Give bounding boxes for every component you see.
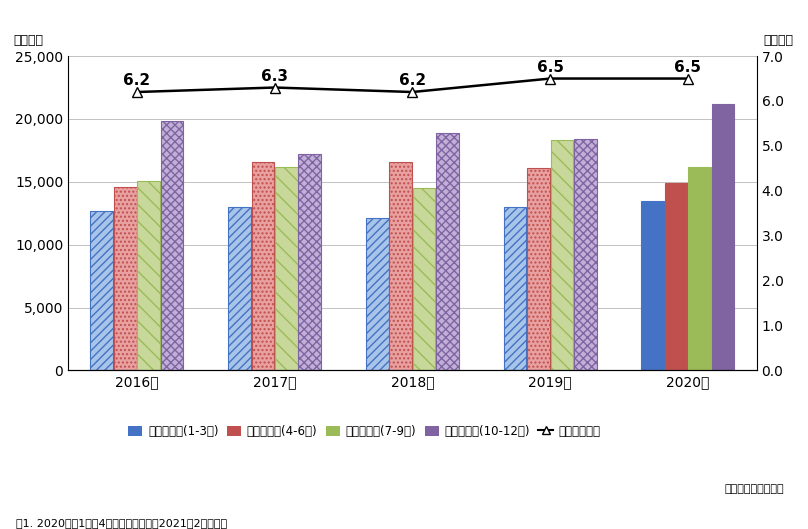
Text: 6.2: 6.2 <box>124 74 150 88</box>
Bar <box>436 133 459 370</box>
Text: 6.5: 6.5 <box>675 60 701 75</box>
Text: 6.5: 6.5 <box>537 60 564 75</box>
Bar <box>251 162 275 370</box>
Text: （兆円）: （兆円） <box>764 34 793 47</box>
Bar <box>275 167 298 370</box>
Bar <box>298 154 321 370</box>
Bar <box>642 200 664 370</box>
Text: 6.2: 6.2 <box>399 74 426 88</box>
Bar <box>366 218 389 370</box>
Bar <box>688 167 711 370</box>
Bar <box>413 188 436 370</box>
Bar <box>527 168 549 370</box>
Bar <box>389 162 412 370</box>
Text: 6.3: 6.3 <box>261 69 288 84</box>
Legend: 第１四半期(1-3月), 第２四半期(4-6月), 第３四半期(7-9月), 第４四半期(10-12月), 年間市場規模: 第１四半期(1-3月), 第２四半期(4-6月), 第３四半期(7-9月), 第… <box>123 421 605 443</box>
Bar <box>665 183 688 370</box>
Text: 矢野経済研究所調べ: 矢野経済研究所調べ <box>724 484 784 494</box>
Bar <box>712 104 734 370</box>
Text: （億円）: （億円） <box>13 34 43 47</box>
Text: 注1. 2020年第1～第4四半期は速報値（2021年2月現在）: 注1. 2020年第1～第4四半期は速報値（2021年2月現在） <box>16 518 227 528</box>
Bar <box>503 207 526 370</box>
Bar <box>574 139 596 370</box>
Bar <box>228 207 251 370</box>
Bar <box>90 211 113 370</box>
Bar <box>550 140 573 370</box>
Bar <box>114 187 137 370</box>
Bar <box>161 122 183 370</box>
Bar <box>137 180 160 370</box>
